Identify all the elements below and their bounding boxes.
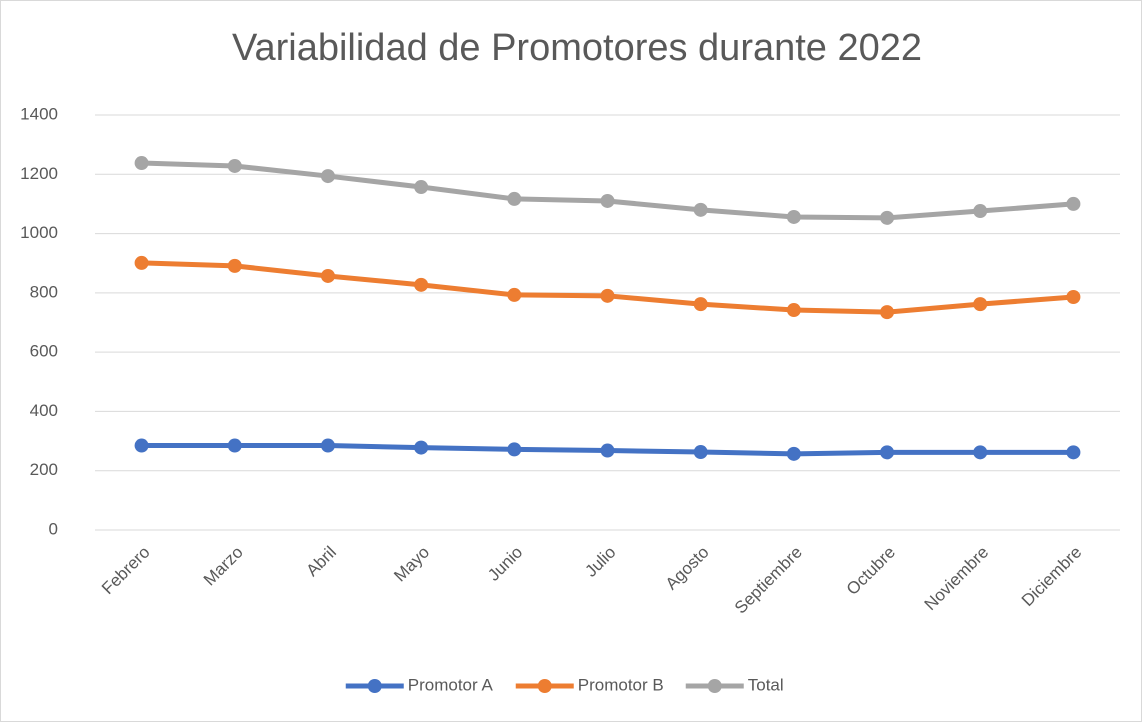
chart-title: Variabilidad de Promotores durante 2022 <box>232 27 922 69</box>
data-point <box>786 209 801 224</box>
data-point <box>693 202 708 217</box>
y-tick-label: 400 <box>30 401 58 420</box>
data-point <box>320 169 335 184</box>
legend-label: Promotor A <box>408 675 494 694</box>
data-point <box>880 305 895 320</box>
legend-marker <box>537 679 552 693</box>
data-point <box>973 204 988 219</box>
legend-marker <box>707 679 722 693</box>
legend-label: Total <box>748 675 784 694</box>
legend-item: Total <box>685 675 784 694</box>
data-point <box>600 288 615 303</box>
data-point <box>134 438 149 453</box>
y-tick-label: 1200 <box>20 164 58 183</box>
data-point <box>600 193 615 208</box>
y-tick-label: 200 <box>30 460 58 479</box>
data-point <box>693 445 708 460</box>
legend-label: Promotor B <box>578 675 664 694</box>
legend-item: Promotor B <box>515 675 664 694</box>
y-tick-label: 0 <box>49 519 58 538</box>
data-point <box>507 191 522 206</box>
legend-item: Promotor A <box>345 675 494 694</box>
data-point <box>227 158 242 173</box>
data-point <box>414 180 429 195</box>
data-point <box>227 438 242 453</box>
data-point <box>507 287 522 302</box>
data-point <box>1066 196 1081 211</box>
data-point <box>1066 290 1081 305</box>
data-point <box>227 258 242 273</box>
data-point <box>880 445 895 460</box>
y-tick-label: 600 <box>30 342 58 361</box>
y-tick-label: 1000 <box>20 223 58 242</box>
data-point <box>880 210 895 225</box>
data-point <box>134 255 149 270</box>
data-point <box>1066 445 1081 460</box>
data-point <box>414 440 429 455</box>
data-point <box>134 156 149 171</box>
y-tick-label: 800 <box>30 282 58 301</box>
legend-marker <box>367 679 382 693</box>
data-point <box>786 446 801 461</box>
data-point <box>414 277 429 292</box>
data-point <box>600 443 615 458</box>
data-point <box>973 297 988 312</box>
data-point <box>320 268 335 283</box>
data-point <box>693 297 708 312</box>
data-point <box>973 445 988 460</box>
data-point <box>320 438 335 453</box>
y-tick-label: 1400 <box>20 104 58 123</box>
data-point <box>786 303 801 318</box>
data-point <box>507 442 522 457</box>
